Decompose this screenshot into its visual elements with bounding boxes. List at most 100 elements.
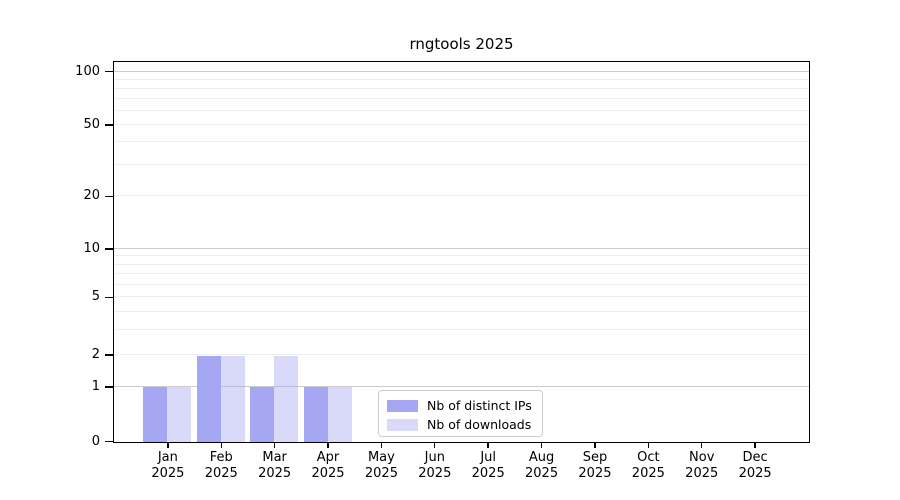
y-gridline-minor — [114, 263, 809, 265]
x-tick-label-jul: Jul 2025 — [455, 450, 521, 481]
legend-swatch-nb-of-distinct-ips — [387, 399, 418, 412]
y-gridline-major — [114, 70, 809, 72]
x-tick-mark-jan — [167, 443, 169, 448]
bar-nb-of-downloads-feb — [220, 356, 245, 442]
y-gridline-minor — [114, 78, 809, 80]
legend-label-nb-of-distinct-ips: Nb of distinct IPs — [427, 398, 532, 413]
x-tick-mark-dec — [754, 443, 756, 448]
y-tick-label-50: 50 — [83, 117, 100, 133]
x-tick-month: Sep — [582, 450, 608, 465]
x-tick-mark-apr — [327, 443, 329, 448]
chart-title: rngtools 2025 — [409, 35, 514, 53]
x-tick-month: Mar — [262, 450, 287, 465]
x-tick-label-jan: Jan 2025 — [135, 450, 201, 481]
y-tick-mark-5 — [104, 296, 113, 299]
y-gridline-minor — [114, 328, 809, 330]
bar-nb-of-distinct-ips-apr — [303, 387, 328, 442]
y-tick-label-2: 2 — [91, 347, 100, 363]
x-tick-mark-jul — [487, 443, 489, 448]
x-tick-label-dec: Dec 2025 — [722, 450, 788, 481]
bar-nb-of-distinct-ips-jan — [143, 387, 168, 442]
bar-nb-of-distinct-ips-mar — [250, 387, 275, 442]
x-tick-month: Jan — [157, 450, 178, 465]
y-gridline-minor — [114, 255, 809, 257]
x-tick-label-jun: Jun 2025 — [402, 450, 468, 481]
y-gridline-minor — [114, 141, 809, 143]
y-tick-label-1: 1 — [91, 378, 100, 394]
x-tick-year: 2025 — [471, 465, 505, 481]
x-tick-month: Jun — [424, 450, 445, 465]
y-gridline-minor — [114, 124, 809, 126]
x-tick-year: 2025 — [311, 465, 345, 481]
x-tick-mark-feb — [220, 443, 222, 448]
x-tick-mark-sep — [594, 443, 596, 448]
x-tick-mark-jun — [434, 443, 436, 448]
x-tick-year: 2025 — [631, 465, 665, 481]
x-tick-label-nov: Nov 2025 — [669, 450, 735, 481]
x-tick-year: 2025 — [151, 465, 185, 481]
x-tick-month: Apr — [316, 450, 340, 465]
x-tick-label-sep: Sep 2025 — [562, 450, 628, 481]
x-tick-label-oct: Oct 2025 — [615, 450, 681, 481]
x-tick-year: 2025 — [204, 465, 238, 481]
y-gridline-minor — [114, 195, 809, 197]
x-tick-year: 2025 — [525, 465, 559, 481]
y-tick-label-10: 10 — [83, 240, 100, 256]
bar-nb-of-downloads-jan — [167, 387, 192, 442]
y-gridline-minor — [114, 163, 809, 165]
x-tick-label-may: May 2025 — [348, 450, 414, 481]
x-tick-mark-aug — [540, 443, 543, 448]
y-gridline-minor — [114, 98, 809, 100]
x-tick-mark-may — [380, 443, 383, 448]
x-tick-month: Oct — [637, 450, 660, 465]
y-tick-mark-0 — [104, 440, 113, 443]
y-gridline-minor — [114, 283, 809, 285]
y-gridline-minor — [114, 87, 809, 89]
x-tick-month: Dec — [742, 450, 768, 465]
y-tick-mark-10 — [104, 248, 113, 250]
y-gridline-minor — [114, 354, 809, 356]
x-tick-year: 2025 — [258, 465, 292, 481]
y-gridline-minor — [114, 272, 809, 274]
x-tick-year: 2025 — [418, 465, 452, 481]
x-tick-label-apr: Apr 2025 — [295, 450, 361, 481]
x-tick-label-feb: Feb 2025 — [188, 450, 254, 481]
x-tick-year: 2025 — [364, 465, 398, 481]
y-tick-label-20: 20 — [83, 188, 100, 204]
x-tick-month: May — [367, 450, 395, 465]
x-tick-mark-mar — [273, 443, 276, 448]
y-gridline-major — [114, 385, 809, 387]
x-tick-label-aug: Aug 2025 — [509, 450, 575, 481]
y-tick-label-100: 100 — [75, 63, 100, 79]
y-tick-label-5: 5 — [91, 289, 100, 305]
y-tick-mark-2 — [104, 354, 113, 356]
x-tick-label-mar: Mar 2025 — [242, 450, 308, 481]
x-tick-month: Feb — [209, 450, 233, 465]
bar-nb-of-downloads-apr — [327, 387, 352, 442]
y-tick-mark-50 — [104, 124, 113, 126]
legend-entry: Nb of downloads — [387, 415, 542, 434]
x-tick-month: Nov — [689, 450, 715, 465]
x-tick-month: Jul — [480, 450, 497, 465]
x-tick-month: Aug — [528, 450, 555, 465]
y-tick-mark-20 — [104, 195, 113, 197]
legend-entry: Nb of distinct IPs — [387, 396, 542, 415]
y-tick-label-0: 0 — [91, 433, 100, 449]
bar-nb-of-downloads-mar — [274, 356, 299, 442]
y-gridline-minor — [114, 296, 809, 298]
x-tick-mark-nov — [701, 443, 703, 448]
legend-label-nb-of-downloads: Nb of downloads — [427, 417, 532, 432]
legend: Nb of distinct IPs Nb of downloads — [378, 390, 543, 437]
y-tick-mark-100 — [104, 70, 113, 73]
y-gridline-major — [114, 247, 809, 249]
legend-swatch-nb-of-downloads — [387, 418, 418, 431]
x-tick-year: 2025 — [738, 465, 772, 481]
bar-nb-of-distinct-ips-feb — [196, 356, 221, 442]
x-tick-year: 2025 — [685, 465, 719, 481]
y-gridline-minor — [114, 109, 809, 111]
x-tick-year: 2025 — [578, 465, 612, 481]
y-gridline-minor — [114, 310, 809, 312]
y-tick-mark-1 — [104, 386, 113, 388]
x-tick-mark-oct — [647, 443, 650, 448]
